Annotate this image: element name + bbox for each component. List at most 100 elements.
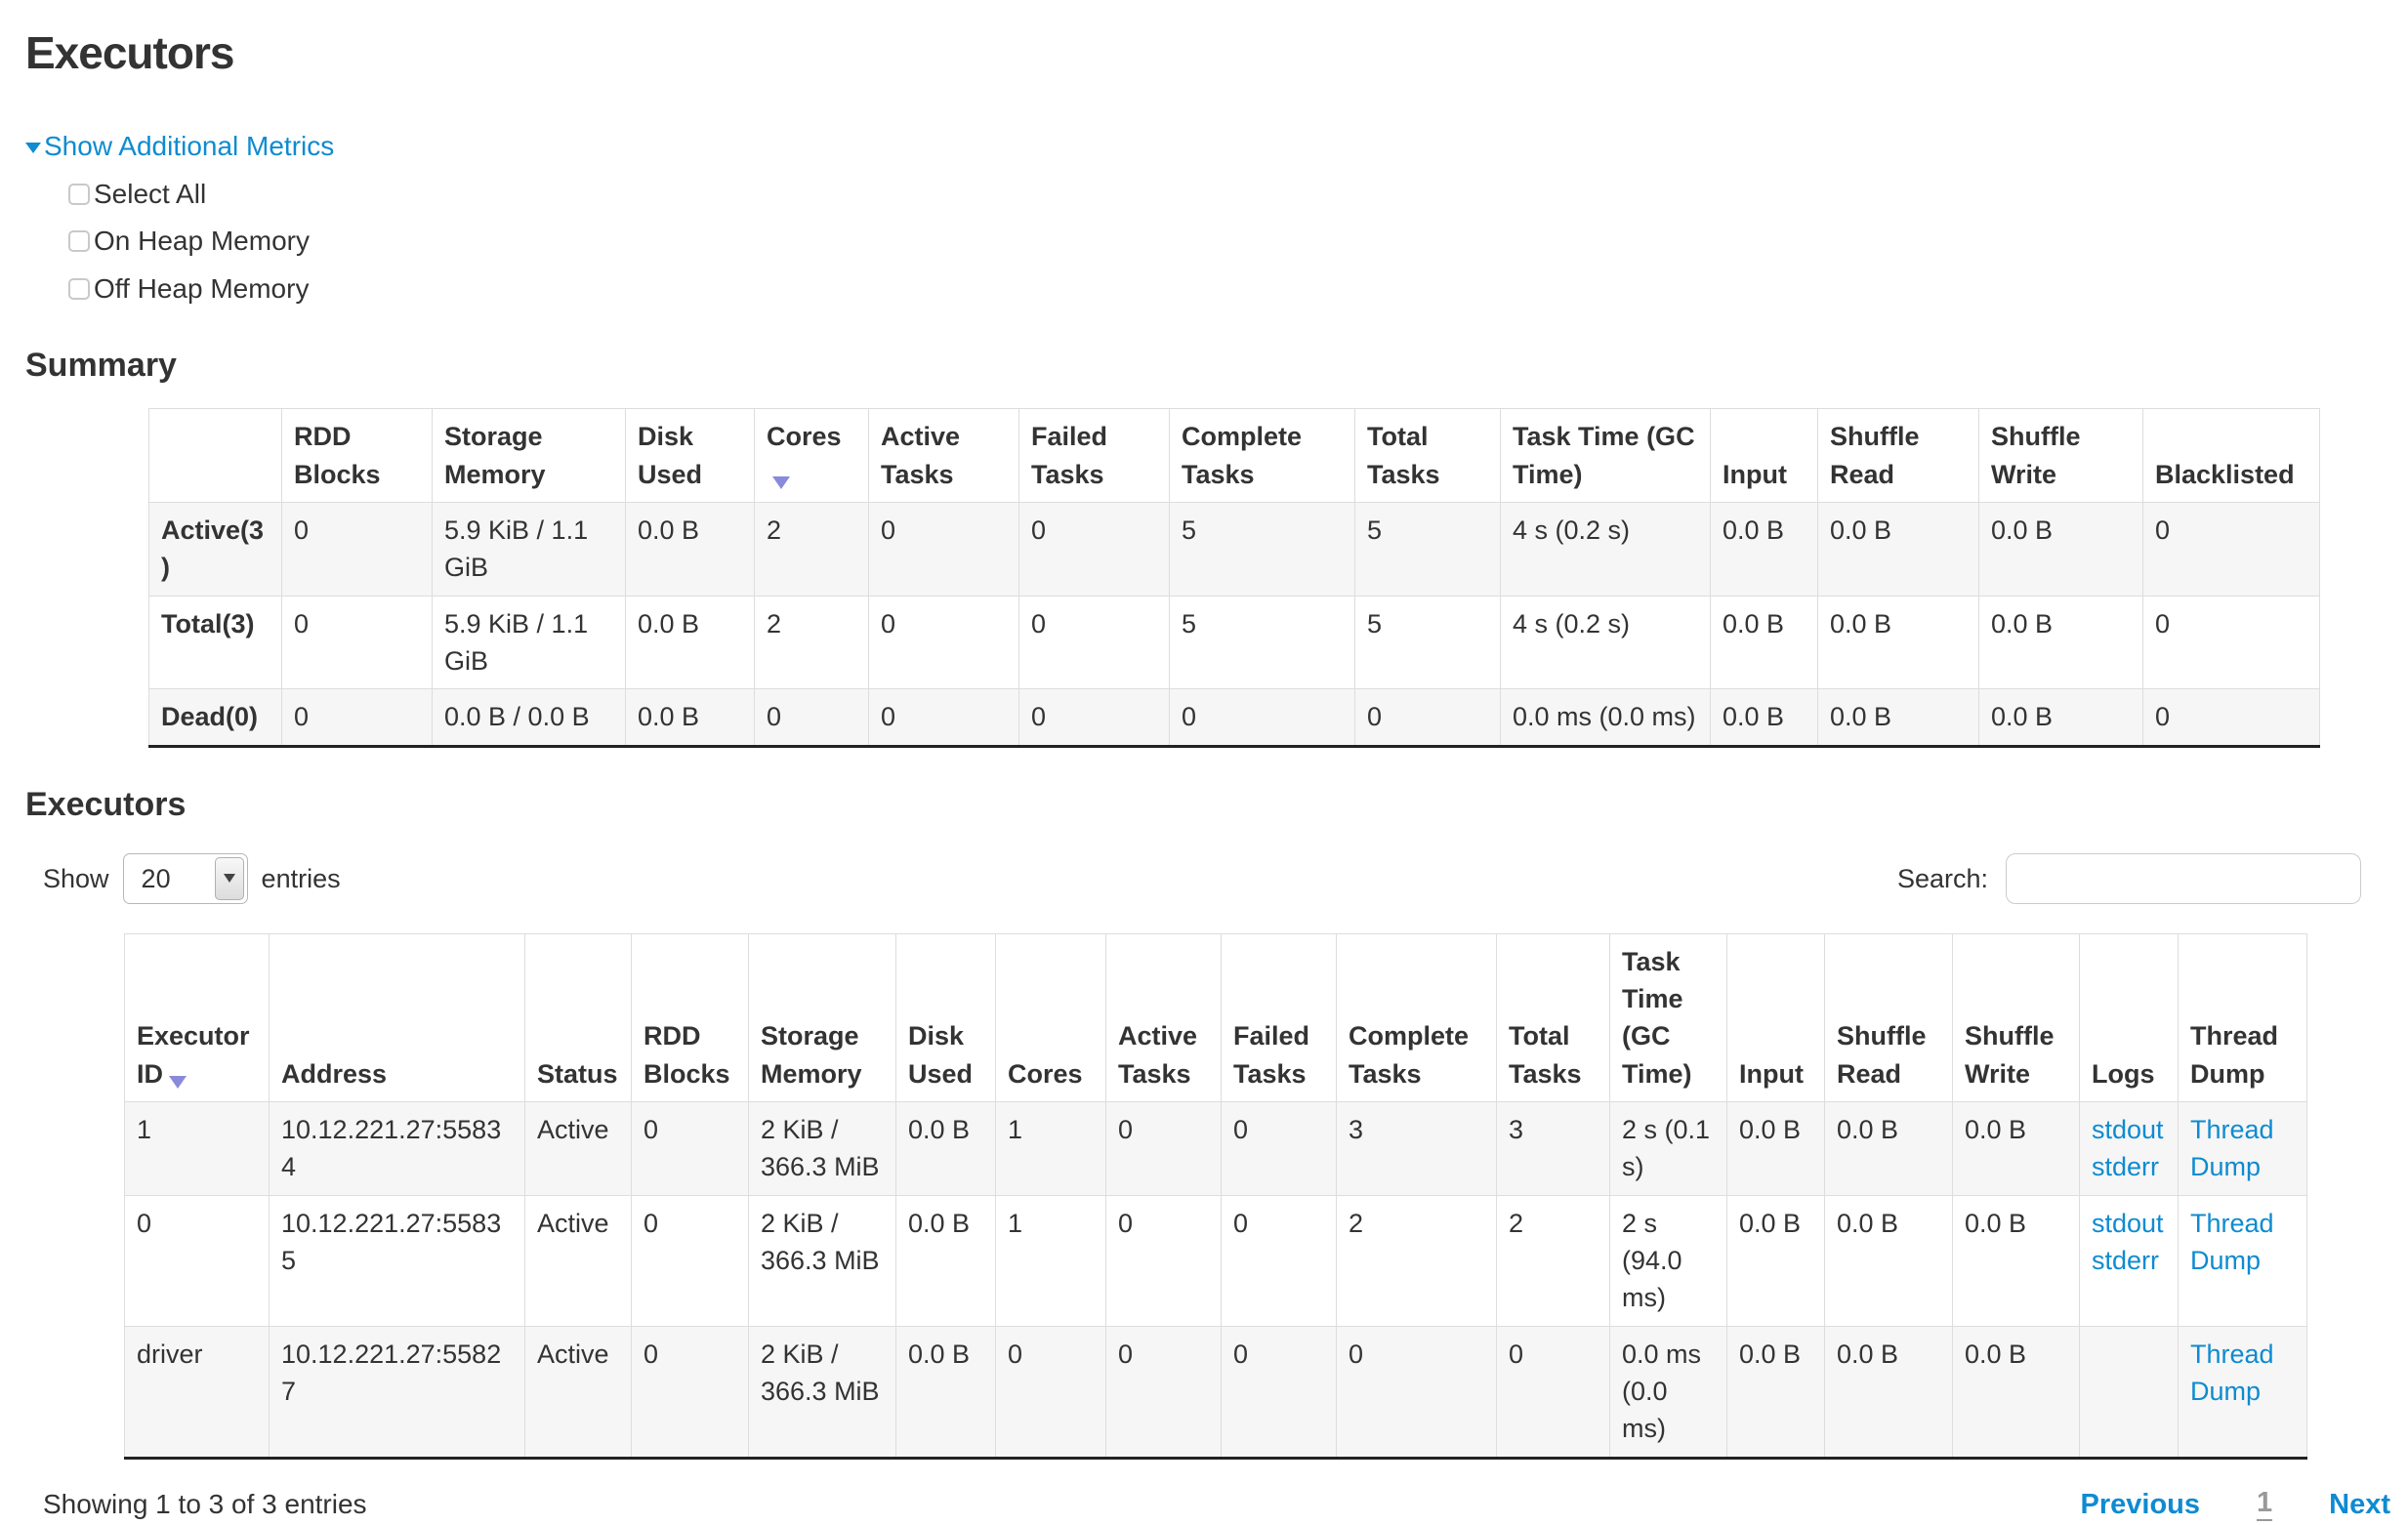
thread-dump-link[interactable]: Thread Dump <box>2190 1339 2274 1407</box>
next-button[interactable]: Next <box>2329 1488 2390 1520</box>
exec-col-active-tasks[interactable]: Active Tasks <box>1105 932 1222 1103</box>
summary-col-active-tasks[interactable]: Active Tasks <box>868 408 1019 503</box>
exec-col-total-tasks[interactable]: Total Tasks <box>1496 932 1610 1103</box>
executor-cell: 0 <box>1105 1325 1222 1459</box>
pagination: Previous 1 Next <box>2080 1485 2390 1525</box>
stderr-link[interactable]: stderr <box>2092 1246 2160 1276</box>
summary-cell: 0 <box>868 501 1019 597</box>
checkbox-on-heap-memory[interactable] <box>68 230 90 253</box>
exec-col-shuffle-write[interactable]: Shuffle Write <box>1952 932 2080 1103</box>
exec-col-thread-dump[interactable]: Thread Dump <box>2178 932 2307 1103</box>
summary-cell: 0 <box>2142 501 2320 597</box>
thread-dump-link[interactable]: Thread Dump <box>2190 1208 2274 1276</box>
summary-cell: 5 <box>1169 501 1355 597</box>
exec-col-complete-tasks[interactable]: Complete Tasks <box>1336 932 1497 1103</box>
summary-col-disk-used[interactable]: Disk Used <box>625 408 755 503</box>
summary-cell: 5.9 KiB / 1.1 GiB <box>432 501 626 597</box>
summary-col-task-time[interactable]: Task Time (GC Time) <box>1500 408 1711 503</box>
checkbox-label: On Heap Memory <box>94 226 310 257</box>
exec-col-failed-tasks[interactable]: Failed Tasks <box>1221 932 1337 1103</box>
stdout-link[interactable]: stdout <box>2092 1115 2164 1145</box>
search-input[interactable] <box>2006 852 2361 904</box>
summary-cell: 0.0 B <box>1978 501 2143 597</box>
summary-cell: 4 s (0.2 s) <box>1500 595 1711 690</box>
logs-cell: stdout stderr <box>2079 1194 2179 1327</box>
page-size-select[interactable]: 20 <box>122 852 248 904</box>
executor-cell: 0 <box>631 1101 749 1196</box>
executor-cell: 0.0 B <box>1824 1101 1953 1196</box>
summary-cell: 0 <box>1354 688 1501 747</box>
chevron-down-icon <box>223 874 235 884</box>
executor-cell: 0 <box>1221 1194 1337 1327</box>
executor-cell: 2 <box>1496 1194 1610 1327</box>
summary-col-shuffle-write[interactable]: Shuffle Write <box>1978 408 2143 503</box>
executor-cell: 0.0 B <box>1824 1194 1953 1327</box>
summary-col-blank <box>148 408 282 503</box>
summary-col-input[interactable]: Input <box>1710 408 1818 503</box>
executor-cell: 0.0 B <box>1824 1325 1953 1459</box>
summary-col-cores[interactable]: Cores <box>754 408 869 503</box>
exec-col-input[interactable]: Input <box>1726 932 1825 1103</box>
summary-cell: 2 <box>754 501 869 597</box>
logs-cell: stdout stderr <box>2079 1101 2179 1196</box>
summary-cell: 0 <box>1169 688 1355 747</box>
summary-cell: 0 <box>281 688 433 747</box>
summary-cell: 5 <box>1354 595 1501 690</box>
executor-cell: 2 <box>1336 1194 1497 1327</box>
summary-row-dead: Dead(0) 0 0.0 B / 0.0 B 0.0 B 0 0 0 0 0 … <box>148 688 2320 747</box>
summary-col-total-tasks[interactable]: Total Tasks <box>1354 408 1501 503</box>
summary-col-failed-tasks[interactable]: Failed Tasks <box>1018 408 1170 503</box>
executor-cell: 2 KiB / 366.3 MiB <box>748 1325 896 1459</box>
stdout-link[interactable]: stdout <box>2092 1208 2164 1238</box>
executor-cell: Active <box>524 1101 632 1196</box>
exec-col-disk-used[interactable]: Disk Used <box>895 932 996 1103</box>
caret-down-icon <box>25 143 41 154</box>
checkbox-row-off-heap: Off Heap Memory <box>68 269 2408 309</box>
exec-col-cores[interactable]: Cores <box>995 932 1106 1103</box>
exec-col-status[interactable]: Status <box>524 932 632 1103</box>
thread-dump-link[interactable]: Thread Dump <box>2190 1115 2274 1182</box>
metrics-toggle-label: Show Additional Metrics <box>44 130 335 161</box>
summary-cell: 0 <box>281 501 433 597</box>
exec-col-rdd-blocks[interactable]: RDD Blocks <box>631 932 749 1103</box>
executor-cell: 0.0 B <box>1952 1325 2080 1459</box>
summary-cell: 0.0 B <box>1817 595 1979 690</box>
summary-cell: 0.0 B <box>1978 595 2143 690</box>
executor-cell: 3 <box>1496 1101 1610 1196</box>
summary-col-blacklisted[interactable]: Blacklisted <box>2142 408 2320 503</box>
executor-cell: 0 <box>1221 1101 1337 1196</box>
checkbox-off-heap-memory[interactable] <box>68 278 90 301</box>
exec-col-storage-memory[interactable]: Storage Memory <box>748 932 896 1103</box>
previous-button[interactable]: Previous <box>2080 1488 2201 1520</box>
summary-cell: 0 <box>868 688 1019 747</box>
exec-col-task-time[interactable]: Task Time (GC Time) <box>1609 932 1727 1103</box>
executor-cell: 0 <box>1221 1325 1337 1459</box>
executor-cell: 2 KiB / 366.3 MiB <box>748 1194 896 1327</box>
select-arrow-button[interactable] <box>214 856 244 900</box>
summary-cell: 5.9 KiB / 1.1 GiB <box>432 595 626 690</box>
stderr-link[interactable]: stderr <box>2092 1152 2160 1182</box>
summary-col-shuffle-read[interactable]: Shuffle Read <box>1817 408 1979 503</box>
summary-cell: 0.0 B <box>1710 595 1818 690</box>
metrics-toggle[interactable]: Show Additional Metrics <box>25 127 334 166</box>
executor-cell: 1 <box>995 1101 1106 1196</box>
summary-col-cores-label: Cores <box>767 422 842 452</box>
exec-col-logs[interactable]: Logs <box>2079 932 2179 1103</box>
page-title: Executors <box>25 27 234 78</box>
exec-col-address[interactable]: Address <box>269 932 525 1103</box>
executor-cell: 0.0 B <box>1726 1101 1825 1196</box>
summary-col-complete-tasks[interactable]: Complete Tasks <box>1169 408 1355 503</box>
executor-cell: 10.12.221.27:55827 <box>269 1325 525 1459</box>
summary-cell: 0 <box>2142 688 2320 747</box>
executor-cell: 0.0 B <box>895 1101 996 1196</box>
summary-cell: 0.0 B <box>1710 501 1818 597</box>
executor-cell: 0 <box>631 1325 749 1459</box>
summary-cell: 0.0 B <box>1817 688 1979 747</box>
summary-header-row: RDD Blocks Storage Memory Disk Used Core… <box>148 408 2320 503</box>
summary-col-rdd-blocks[interactable]: RDD Blocks <box>281 408 433 503</box>
exec-col-shuffle-read[interactable]: Shuffle Read <box>1824 932 1953 1103</box>
checkbox-select-all[interactable] <box>68 183 90 205</box>
exec-col-executor-id[interactable]: Executor ID <box>124 932 270 1103</box>
summary-col-storage-memory[interactable]: Storage Memory <box>432 408 626 503</box>
page-number-current[interactable]: 1 <box>2257 1487 2273 1522</box>
